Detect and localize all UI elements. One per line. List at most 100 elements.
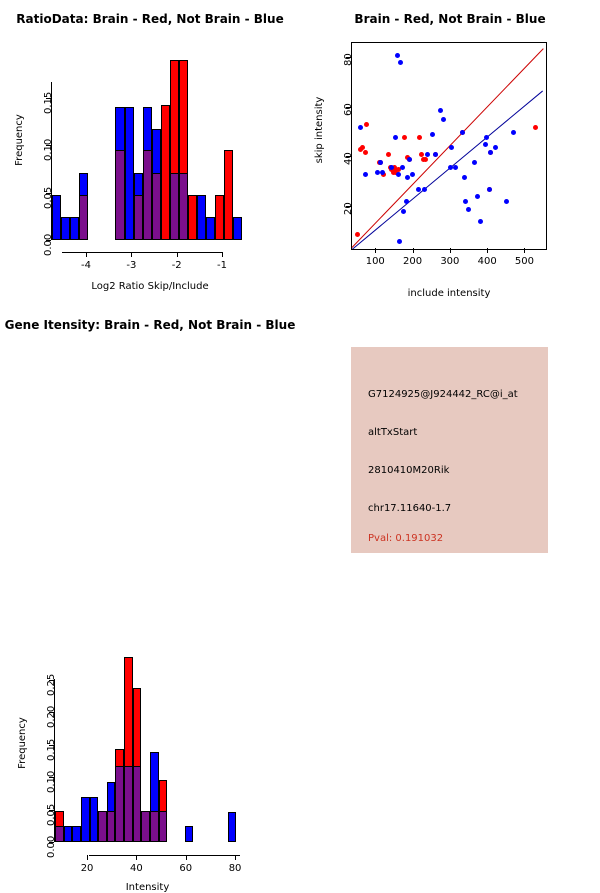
ratio-histogram-y-axis xyxy=(51,82,52,240)
gene-histogram-x-axis-label: Intensity xyxy=(125,882,170,893)
histogram-bar xyxy=(215,194,225,240)
x-axis-tick-label: -1 xyxy=(217,260,228,271)
x-axis-tick-label: 80 xyxy=(228,863,242,874)
x-axis-tick-label: 60 xyxy=(179,863,193,874)
scatter-y-axis-label: skip intensity xyxy=(314,96,325,164)
scatter-point xyxy=(482,142,488,148)
ratio-histogram-plot-area xyxy=(52,60,247,240)
y-axis-tick-label: 80 xyxy=(343,53,354,66)
histogram-bar xyxy=(124,766,133,842)
scatter-point xyxy=(484,134,490,140)
ratio-histogram-y-axis-label: Frequency xyxy=(14,114,25,166)
histogram-bar xyxy=(160,104,170,240)
x-axis-tick-label: 500 xyxy=(514,256,535,267)
event-type-text: altTxStart xyxy=(368,427,418,438)
y-axis-tick xyxy=(346,205,351,207)
scatter-point xyxy=(425,152,431,158)
scatter-point xyxy=(396,172,402,178)
scatter-point xyxy=(478,219,484,225)
histogram-bar xyxy=(142,150,152,240)
histogram-bar xyxy=(188,194,198,240)
scatter-point xyxy=(504,199,510,205)
scatter-point xyxy=(388,164,394,170)
y-axis-tick-label: 40 xyxy=(343,152,354,166)
x-axis-tick-label: 20 xyxy=(80,863,94,874)
scatter-point xyxy=(359,144,365,150)
y-axis-tick xyxy=(46,240,51,241)
x-axis-tick xyxy=(449,248,451,253)
panel-ratio-histogram: RatioData: Brain - Red, Not Brain - Blue… xyxy=(0,0,300,300)
scatter-point xyxy=(417,134,423,140)
panel-intensity-scatter-title: Brain - Red, Not Brain - Blue xyxy=(354,12,546,26)
scatter-point xyxy=(493,144,499,150)
scatter-point xyxy=(364,122,370,128)
y-axis-tick xyxy=(46,192,51,194)
scatter-point xyxy=(395,52,401,58)
y-axis-tick-label: 0.10 xyxy=(46,770,57,794)
scatter-point xyxy=(375,169,381,175)
scatter-point xyxy=(393,169,399,175)
x-axis-tick xyxy=(87,855,89,860)
x-axis-tick-label: 100 xyxy=(365,256,385,267)
histogram-bar xyxy=(151,172,161,240)
x-axis-tick-label: -2 xyxy=(171,260,182,271)
x-axis-tick xyxy=(136,855,138,860)
x-axis-tick xyxy=(235,855,237,860)
histogram-bar xyxy=(124,107,134,240)
scatter-point xyxy=(403,199,409,205)
histogram-bar xyxy=(72,826,81,842)
histogram-bar xyxy=(197,194,207,240)
y-axis-tick xyxy=(346,156,351,158)
scatter-point xyxy=(405,174,411,180)
scatter-point xyxy=(462,199,468,205)
gene-symbol-text: 2810410M20Rik xyxy=(368,465,450,476)
scatter-point xyxy=(402,134,408,140)
scatter-plot-area xyxy=(351,42,547,250)
histogram-bar xyxy=(55,826,64,842)
ratio-histogram-x-axis-label: Log2 Ratio Skip/Include xyxy=(91,281,209,292)
histogram-bar xyxy=(133,194,143,240)
scatter-point xyxy=(378,159,384,165)
scatter-x-axis-label: include intensity xyxy=(407,288,491,299)
figure-canvas: RatioData: Brain - Red, Not Brain - Blue… xyxy=(0,0,548,893)
y-axis-tick-label: 0.15 xyxy=(46,738,57,761)
x-axis-tick xyxy=(86,252,87,257)
pval-text: Pval: 0.191032 xyxy=(368,533,444,544)
histogram-bar xyxy=(227,811,237,842)
histogram-bar xyxy=(206,217,216,240)
scatter-point xyxy=(466,206,472,212)
scatter-point xyxy=(472,159,478,165)
x-axis-tick-label: 200 xyxy=(403,256,423,267)
scatter-point xyxy=(355,231,361,237)
probe-id-text: G7124925@J924442_RC@i_at xyxy=(368,389,518,400)
histogram-bar xyxy=(158,810,168,842)
x-axis-tick-label: -4 xyxy=(81,260,91,271)
x-axis-tick-label: -3 xyxy=(126,260,137,271)
x-axis-tick xyxy=(131,252,133,257)
scatter-point xyxy=(398,60,404,66)
histogram-bar xyxy=(184,826,194,842)
scatter-point xyxy=(400,209,406,215)
regression-line xyxy=(352,48,544,248)
y-axis-tick-label: 0.10 xyxy=(43,138,54,162)
gene-histogram-y-axis-label: Frequency xyxy=(17,717,28,769)
scatter-point xyxy=(448,164,454,170)
histogram-bar xyxy=(115,766,125,842)
y-axis-tick xyxy=(346,56,351,58)
scatter-point xyxy=(452,164,458,170)
x-axis-tick xyxy=(375,248,377,253)
gene-histogram-plot-area xyxy=(55,657,240,842)
panel-ratio-histogram-title: RatioData: Brain - Red, Not Brain - Blue xyxy=(16,12,284,26)
scatter-point xyxy=(358,124,364,130)
histogram-bar xyxy=(169,172,179,240)
x-axis-tick xyxy=(524,248,526,253)
scatter-point xyxy=(393,134,399,140)
scatter-point xyxy=(399,164,405,170)
gene-histogram-x-axis xyxy=(89,855,240,856)
scatter-point xyxy=(487,149,493,155)
y-axis-tick-label: 20 xyxy=(343,202,354,215)
gene-info-panel: G7124925@J924442_RC@i_at altTxStart 2810… xyxy=(351,347,548,553)
histogram-bar xyxy=(178,172,189,240)
scatter-point xyxy=(430,132,436,138)
scatter-point xyxy=(486,186,492,192)
